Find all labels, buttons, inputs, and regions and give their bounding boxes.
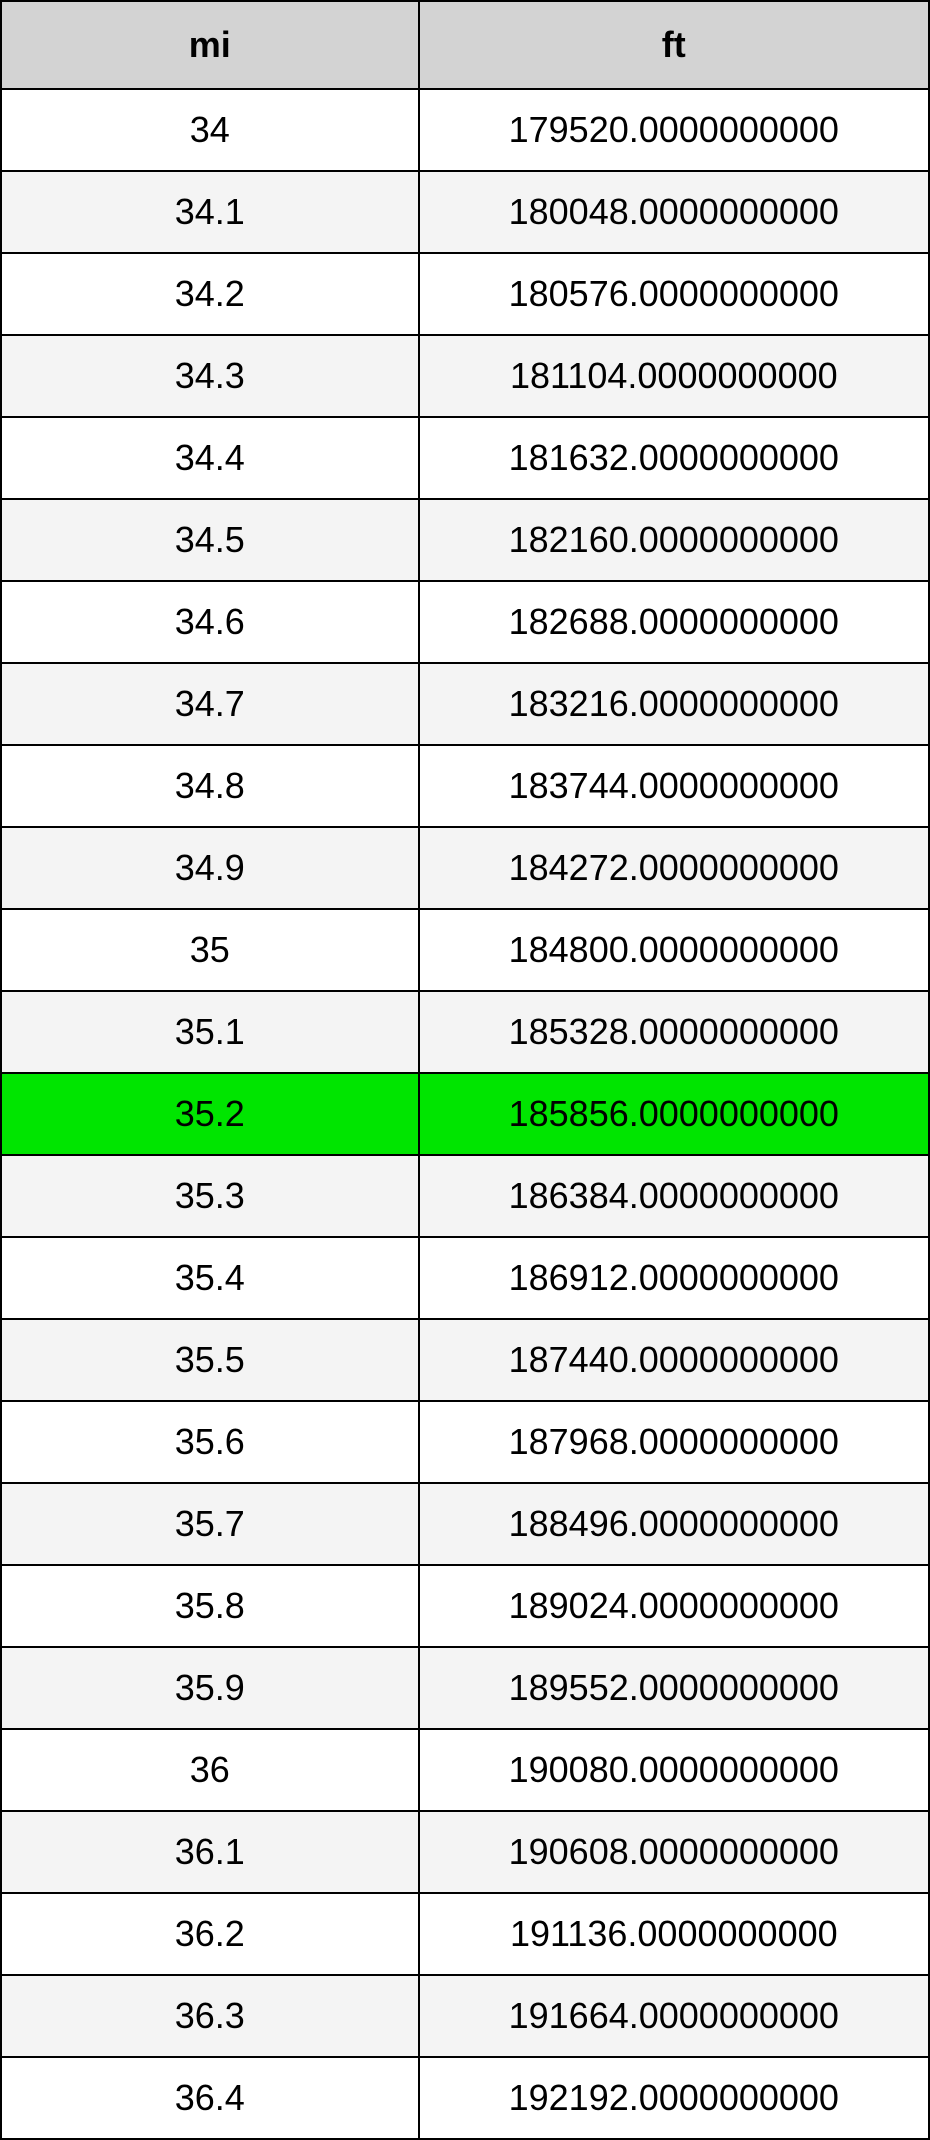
table-row: 35.7188496.0000000000 xyxy=(1,1483,929,1565)
table-row: 34.1180048.0000000000 xyxy=(1,171,929,253)
cell-ft: 188496.0000000000 xyxy=(419,1483,929,1565)
cell-mi: 35.9 xyxy=(1,1647,419,1729)
cell-ft: 183744.0000000000 xyxy=(419,745,929,827)
table-row: 34.9184272.0000000000 xyxy=(1,827,929,909)
cell-ft: 191136.0000000000 xyxy=(419,1893,929,1975)
cell-mi: 34 xyxy=(1,89,419,171)
column-header-mi: mi xyxy=(1,1,419,89)
cell-mi: 35.1 xyxy=(1,991,419,1073)
cell-ft: 190608.0000000000 xyxy=(419,1811,929,1893)
cell-ft: 189024.0000000000 xyxy=(419,1565,929,1647)
table-row: 35.1185328.0000000000 xyxy=(1,991,929,1073)
cell-mi: 35.5 xyxy=(1,1319,419,1401)
table-row: 34.7183216.0000000000 xyxy=(1,663,929,745)
cell-ft: 189552.0000000000 xyxy=(419,1647,929,1729)
cell-mi: 35.7 xyxy=(1,1483,419,1565)
conversion-table: mi ft 34179520.000000000034.1180048.0000… xyxy=(0,0,930,2140)
cell-mi: 36.2 xyxy=(1,1893,419,1975)
cell-mi: 34.5 xyxy=(1,499,419,581)
table-row: 35.2185856.0000000000 xyxy=(1,1073,929,1155)
table-row: 35184800.0000000000 xyxy=(1,909,929,991)
cell-ft: 185328.0000000000 xyxy=(419,991,929,1073)
table-row: 34.5182160.0000000000 xyxy=(1,499,929,581)
table-row: 35.9189552.0000000000 xyxy=(1,1647,929,1729)
cell-ft: 179520.0000000000 xyxy=(419,89,929,171)
table-row: 35.5187440.0000000000 xyxy=(1,1319,929,1401)
cell-mi: 36.3 xyxy=(1,1975,419,2057)
cell-ft: 191664.0000000000 xyxy=(419,1975,929,2057)
cell-mi: 34.8 xyxy=(1,745,419,827)
cell-ft: 192192.0000000000 xyxy=(419,2057,929,2139)
cell-ft: 183216.0000000000 xyxy=(419,663,929,745)
cell-ft: 180576.0000000000 xyxy=(419,253,929,335)
table-row: 34.3181104.0000000000 xyxy=(1,335,929,417)
column-header-ft: ft xyxy=(419,1,929,89)
cell-ft: 180048.0000000000 xyxy=(419,171,929,253)
table-row: 35.8189024.0000000000 xyxy=(1,1565,929,1647)
cell-mi: 35.6 xyxy=(1,1401,419,1483)
cell-mi: 36.4 xyxy=(1,2057,419,2139)
cell-mi: 36.1 xyxy=(1,1811,419,1893)
cell-mi: 35.3 xyxy=(1,1155,419,1237)
cell-ft: 185856.0000000000 xyxy=(419,1073,929,1155)
cell-ft: 186912.0000000000 xyxy=(419,1237,929,1319)
table-row: 36.4192192.0000000000 xyxy=(1,2057,929,2139)
table-row: 35.4186912.0000000000 xyxy=(1,1237,929,1319)
table-row: 36190080.0000000000 xyxy=(1,1729,929,1811)
cell-ft: 184272.0000000000 xyxy=(419,827,929,909)
table-row: 35.6187968.0000000000 xyxy=(1,1401,929,1483)
cell-mi: 36 xyxy=(1,1729,419,1811)
cell-mi: 34.2 xyxy=(1,253,419,335)
table-header-row: mi ft xyxy=(1,1,929,89)
table-row: 34179520.0000000000 xyxy=(1,89,929,171)
table-row: 34.2180576.0000000000 xyxy=(1,253,929,335)
cell-mi: 34.9 xyxy=(1,827,419,909)
cell-mi: 34.4 xyxy=(1,417,419,499)
cell-ft: 190080.0000000000 xyxy=(419,1729,929,1811)
cell-mi: 34.7 xyxy=(1,663,419,745)
table-row: 35.3186384.0000000000 xyxy=(1,1155,929,1237)
cell-ft: 181104.0000000000 xyxy=(419,335,929,417)
cell-ft: 182160.0000000000 xyxy=(419,499,929,581)
table-row: 36.1190608.0000000000 xyxy=(1,1811,929,1893)
cell-ft: 187968.0000000000 xyxy=(419,1401,929,1483)
table-row: 36.2191136.0000000000 xyxy=(1,1893,929,1975)
cell-mi: 34.1 xyxy=(1,171,419,253)
cell-ft: 182688.0000000000 xyxy=(419,581,929,663)
cell-ft: 184800.0000000000 xyxy=(419,909,929,991)
cell-mi: 35.2 xyxy=(1,1073,419,1155)
table-row: 36.3191664.0000000000 xyxy=(1,1975,929,2057)
cell-ft: 187440.0000000000 xyxy=(419,1319,929,1401)
cell-mi: 34.6 xyxy=(1,581,419,663)
cell-mi: 35 xyxy=(1,909,419,991)
cell-ft: 186384.0000000000 xyxy=(419,1155,929,1237)
table-row: 34.6182688.0000000000 xyxy=(1,581,929,663)
table-row: 34.8183744.0000000000 xyxy=(1,745,929,827)
cell-mi: 34.3 xyxy=(1,335,419,417)
cell-mi: 35.4 xyxy=(1,1237,419,1319)
cell-mi: 35.8 xyxy=(1,1565,419,1647)
table-row: 34.4181632.0000000000 xyxy=(1,417,929,499)
cell-ft: 181632.0000000000 xyxy=(419,417,929,499)
